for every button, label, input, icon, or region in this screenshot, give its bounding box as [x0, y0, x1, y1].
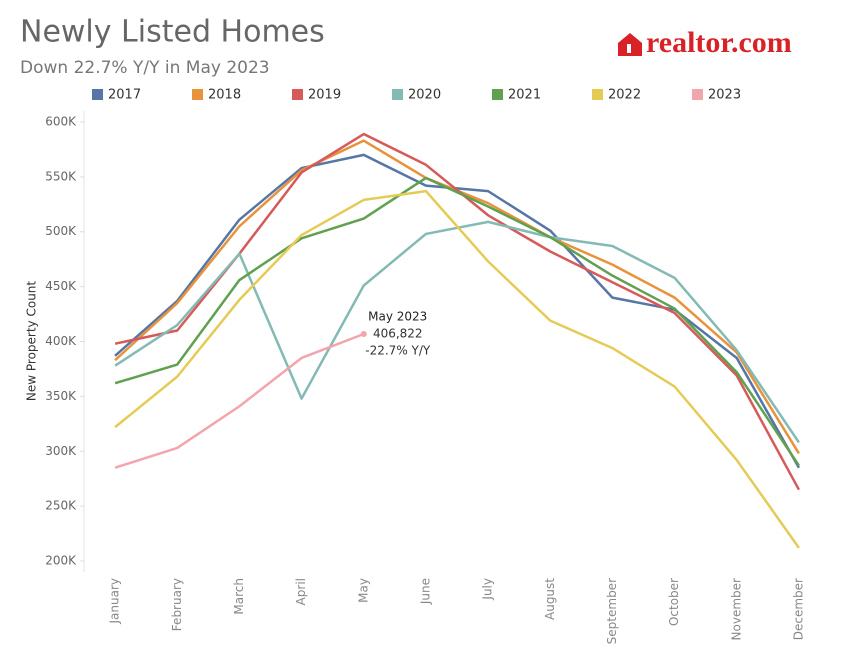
x-tick-label: November: [729, 578, 743, 640]
x-tick-label: March: [232, 578, 246, 615]
x-tick-label: January: [108, 578, 122, 625]
x-tick-label: June: [418, 578, 432, 605]
x-tick-label: February: [170, 578, 184, 631]
chart-subtitle: Down 22.7% Y/Y in May 2023: [20, 58, 270, 78]
legend-swatch: [92, 89, 103, 100]
y-tick-label: 600K: [45, 114, 77, 128]
logo-text: realtor.com: [646, 26, 792, 59]
series-line: [114, 189, 800, 549]
x-tick-label: April: [294, 578, 308, 605]
legend-label: 2020: [408, 88, 441, 103]
y-tick-label: 300K: [45, 444, 77, 458]
legend-swatch: [492, 89, 503, 100]
x-tick-label: August: [543, 578, 557, 620]
legend-swatch: [192, 89, 203, 100]
y-tick-label: 400K: [45, 334, 77, 348]
y-tick-label: 350K: [45, 389, 77, 403]
legend-swatch: [292, 89, 303, 100]
series-line: [114, 332, 365, 469]
legend-swatch: [592, 89, 603, 100]
logo: realtor.com: [618, 26, 792, 59]
legend-swatch: [392, 89, 403, 100]
point: [360, 331, 367, 338]
y-axis-label: New Property Count: [25, 281, 39, 402]
legend-label: 2022: [608, 88, 641, 103]
legend-label: 2018: [208, 88, 241, 103]
annotation-title: May 2023: [368, 310, 427, 324]
x-tick-label: December: [791, 578, 805, 640]
logo-icon-door: [627, 44, 631, 53]
legend-label: 2023: [708, 88, 741, 103]
legend-label: 2017: [108, 88, 141, 103]
data-label: 406,822: [373, 327, 423, 341]
legend-label: 2021: [508, 88, 541, 103]
x-tick-label: July: [481, 578, 495, 601]
y-tick-label: 550K: [45, 169, 77, 183]
x-tick-label: October: [667, 578, 681, 626]
y-tick-label: 250K: [45, 499, 77, 513]
legend-label: 2019: [308, 88, 341, 103]
chart-title: Newly Listed Homes: [20, 15, 325, 50]
y-tick-label: 500K: [45, 224, 77, 238]
y-tick-label: 200K: [45, 554, 77, 568]
series-line: [114, 176, 800, 467]
legend-swatch: [692, 89, 703, 100]
y-tick-label: 450K: [45, 279, 77, 293]
x-tick-label: September: [605, 578, 619, 644]
annotation-change: -22.7% Y/Y: [365, 344, 431, 358]
x-tick-label: May: [356, 578, 370, 603]
